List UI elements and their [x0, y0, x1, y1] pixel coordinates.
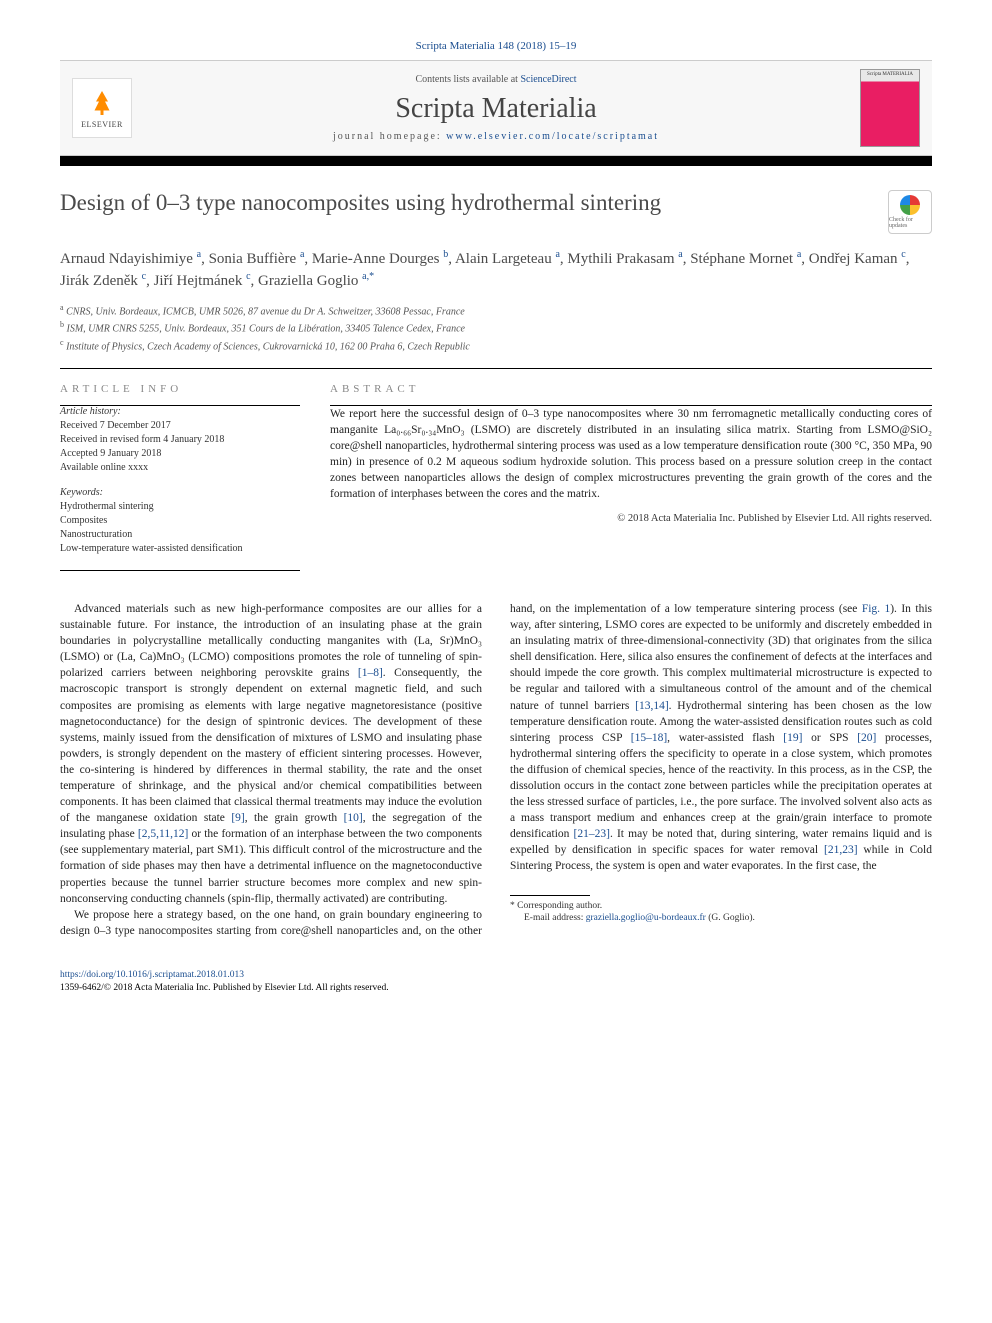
ref-21-23b[interactable]: [21,23] [824, 844, 858, 856]
crossmark-label: Check for updates [889, 217, 931, 229]
keywords-label: Keywords: [60, 487, 300, 498]
article-title: Design of 0–3 type nanocomposites using … [60, 190, 888, 216]
header-black-bar [60, 156, 932, 166]
cover-label: Scripta MATERIALIA [861, 72, 919, 77]
crossmark-icon [900, 195, 920, 215]
ref-1-8[interactable]: [1–8] [358, 667, 383, 679]
article-info-heading: ARTICLE INFO [60, 383, 300, 395]
homepage-link[interactable]: www.elsevier.com/locate/scriptamat [446, 131, 659, 142]
fig-1-link[interactable]: Fig. 1 [862, 603, 890, 615]
sciencedirect-link[interactable]: ScienceDirect [520, 74, 576, 85]
email-label: E-mail address: [524, 913, 586, 923]
ref-19[interactable]: [19] [783, 732, 802, 744]
affiliation: a CNRS, Univ. Bordeaux, ICMCB, UMR 5026,… [60, 302, 932, 319]
history-item: Received in revised form 4 January 2018 [60, 433, 300, 447]
p2-text-d: , water-assisted flash [667, 732, 783, 744]
p2-text-e: or SPS [802, 732, 857, 744]
contents-prefix: Contents lists available at [415, 74, 520, 85]
affiliation: c Institute of Physics, Czech Academy of… [60, 337, 932, 354]
ref-10[interactable]: [10] [344, 812, 363, 824]
keyword-item: Low-temperature water-assisted densifica… [60, 542, 300, 556]
keyword-item: Composites [60, 514, 300, 528]
journal-name: Scripta Materialia [144, 93, 848, 125]
cover-thumbnail: Scripta MATERIALIA [860, 69, 920, 147]
ref-20[interactable]: [20] [857, 732, 876, 744]
issn-copyright: 1359-6462/© 2018 Acta Materialia Inc. Pu… [60, 983, 389, 993]
body-text: Advanced materials such as new high-perf… [60, 601, 932, 939]
affiliations: a CNRS, Univ. Bordeaux, ICMCB, UMR 5026,… [60, 302, 932, 354]
p2-text-b: ). In this way, after sintering, LSMO co… [510, 603, 932, 712]
authors: Arnaud Ndayishimiye a, Sonia Buffière a,… [60, 248, 932, 292]
elsevier-name: ELSEVIER [81, 120, 123, 129]
elsevier-logo: ELSEVIER [72, 78, 132, 138]
abstract-copyright: © 2018 Acta Materialia Inc. Published by… [330, 513, 932, 524]
p1-text-c: , the grain growth [245, 812, 344, 824]
p2-text-f: processes, hydrothermal sintering offers… [510, 732, 932, 841]
ref-21-23[interactable]: [21–23] [574, 828, 610, 840]
homepage-prefix: journal homepage: [333, 131, 446, 142]
history-item: Accepted 9 January 2018 [60, 447, 300, 461]
ref-13-14[interactable]: [13,14] [635, 700, 669, 712]
doi-link[interactable]: https://doi.org/10.1016/j.scriptamat.201… [60, 970, 244, 980]
ref-2-5-11-12[interactable]: [2,5,11,12] [138, 828, 188, 840]
corresponding-author: * Corresponding author. [510, 900, 932, 912]
email-link[interactable]: graziella.goglio@u-bordeaux.fr [586, 913, 706, 923]
article-info-column: ARTICLE INFO Article history: Received 7… [60, 383, 300, 556]
top-divider [60, 368, 932, 369]
elsevier-tree-icon [87, 88, 117, 118]
keyword-item: Hydrothermal sintering [60, 500, 300, 514]
history-item: Available online xxxx [60, 461, 300, 475]
journal-header: ELSEVIER Contents lists available at Sci… [60, 60, 932, 156]
info-divider-bottom [60, 570, 300, 571]
ref-9[interactable]: [9] [231, 812, 244, 824]
abstract-text: We report here the successful design of … [330, 406, 932, 503]
p1-text-b: . Consequently, the macroscopic transpor… [60, 667, 482, 824]
email-name: (G. Goglio). [706, 913, 755, 923]
history-item: Received 7 December 2017 [60, 419, 300, 433]
contents-available: Contents lists available at ScienceDirec… [144, 74, 848, 85]
abstract-heading: ABSTRACT [330, 383, 932, 395]
crossmark-badge[interactable]: Check for updates [888, 190, 932, 234]
footnote-separator [510, 895, 590, 896]
history-list: Received 7 December 2017Received in revi… [60, 419, 300, 475]
affiliation: b ISM, UMR CNRS 5255, Univ. Bordeaux, 35… [60, 319, 932, 336]
footer: https://doi.org/10.1016/j.scriptamat.201… [60, 969, 932, 996]
email-footnote: E-mail address: graziella.goglio@u-borde… [510, 912, 932, 924]
keyword-item: Nanostructuration [60, 528, 300, 542]
ref-15-18[interactable]: [15–18] [631, 732, 667, 744]
journal-homepage: journal homepage: www.elsevier.com/locat… [144, 131, 848, 142]
history-label: Article history: [60, 406, 300, 417]
abstract-column: ABSTRACT We report here the successful d… [330, 383, 932, 556]
journal-reference: Scripta Materialia 148 (2018) 15–19 [60, 40, 932, 52]
keywords-list: Hydrothermal sinteringCompositesNanostru… [60, 500, 300, 556]
body-paragraph-1: Advanced materials such as new high-perf… [60, 601, 482, 907]
